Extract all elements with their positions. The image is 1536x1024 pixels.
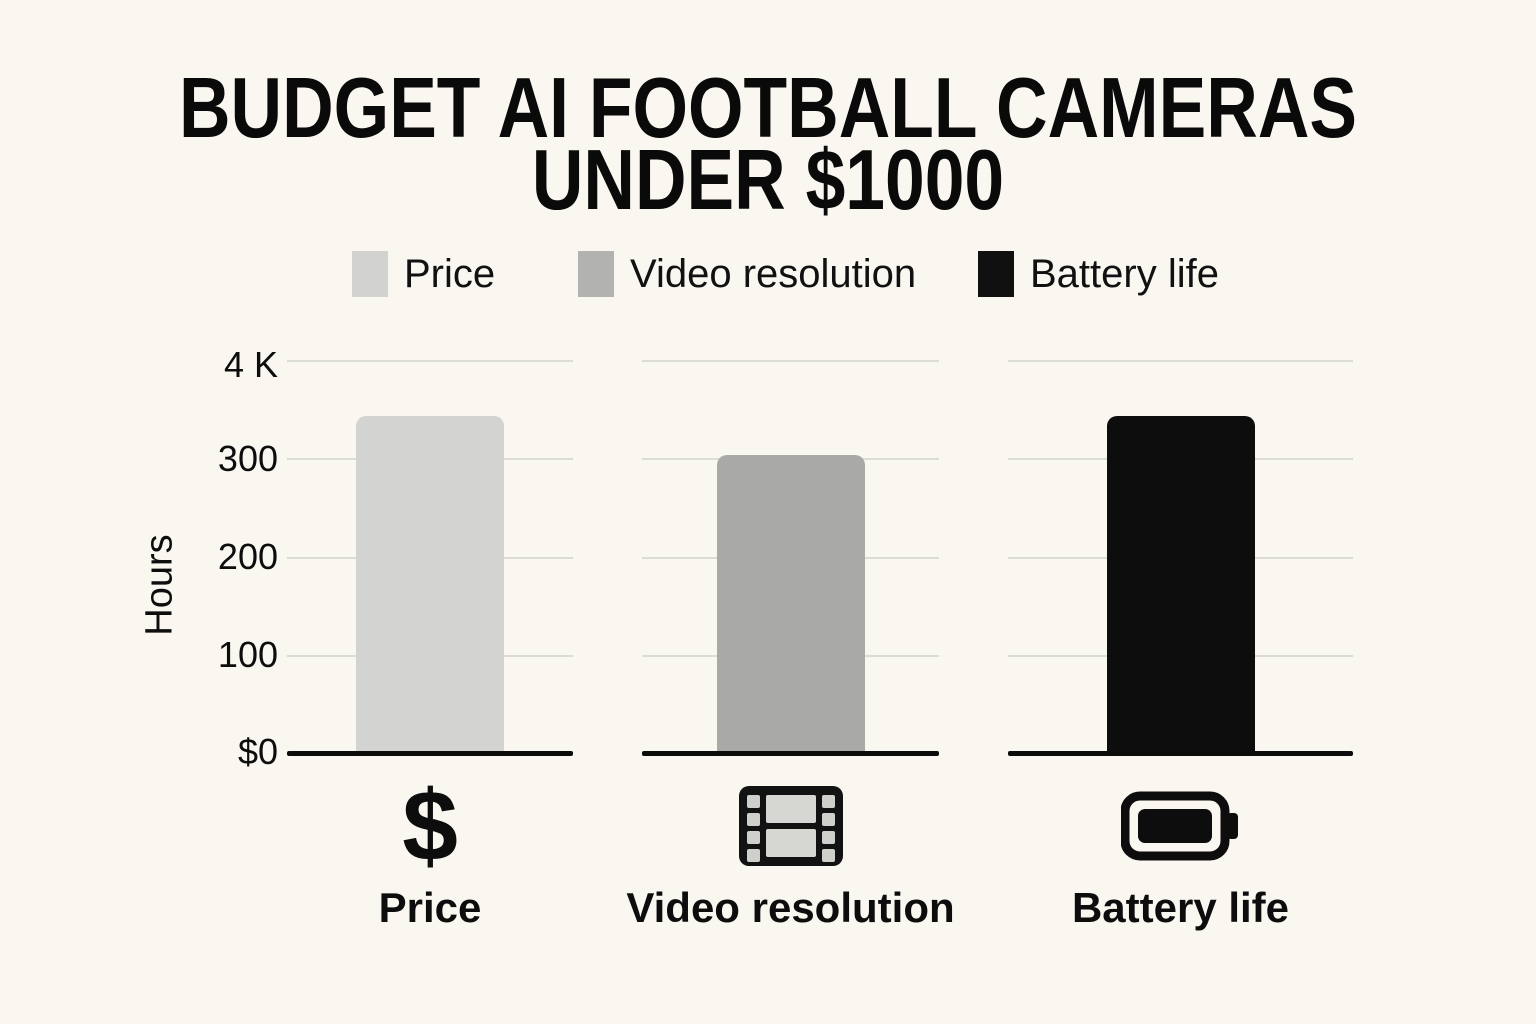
price-swatch-icon xyxy=(352,251,388,297)
category-price: $ Price xyxy=(287,770,573,948)
price-icon-slot: $ xyxy=(402,770,458,882)
battery-icon xyxy=(1120,791,1238,861)
video-resolution-bar xyxy=(716,455,865,751)
battery-life-icon-slot xyxy=(1120,778,1241,874)
film-icon xyxy=(738,786,843,866)
category-label-video-resolution: Video resolution xyxy=(626,884,955,931)
x-axis-baseline xyxy=(287,751,573,756)
panel-price xyxy=(287,360,573,756)
y-tick-300: 300 xyxy=(217,438,278,479)
video-resolution-swatch-icon xyxy=(578,251,614,297)
legend-label-video-resolution: Video resolution xyxy=(630,251,917,296)
category-battery-life: Battery life xyxy=(1008,778,1353,948)
legend-label-battery-life: Battery life xyxy=(1030,251,1219,296)
legend: Price Video resolution Battery life xyxy=(0,248,1536,300)
legend-label-price: Price xyxy=(404,251,496,296)
x-axis-baseline xyxy=(642,751,939,756)
panel-battery-life xyxy=(1008,360,1353,756)
dollar-icon: $ xyxy=(402,770,458,882)
legend-item-video-resolution: Video resolution xyxy=(578,248,916,300)
legend-item-price: Price xyxy=(352,248,495,300)
legend-item-battery-life: Battery life xyxy=(978,248,1219,300)
panel-video-resolution xyxy=(642,360,939,756)
category-label-battery-life: Battery life xyxy=(1071,884,1290,931)
category-label-price: Price xyxy=(378,884,482,931)
chart-title-line1: BUDGET AI FOOTBALL CAMERAS xyxy=(178,61,1358,156)
price-bar xyxy=(356,416,504,751)
y-tick-4k: 4 K xyxy=(223,344,278,385)
gridline xyxy=(642,360,939,362)
y-tick-0: $0 xyxy=(237,731,278,772)
gridline xyxy=(287,360,573,362)
x-axis-baseline xyxy=(1008,751,1353,756)
y-tick-200: 200 xyxy=(217,536,278,577)
video-resolution-icon-slot xyxy=(738,778,844,874)
battery-life-bar xyxy=(1106,416,1255,751)
battery-life-swatch-icon xyxy=(978,251,1014,297)
chart-title: BUDGET AI FOOTBALL CAMERAS UNDER $1000 xyxy=(123,61,1413,228)
gridline xyxy=(1008,360,1353,362)
chart-title-line2: UNDER $1000 xyxy=(531,133,1005,228)
y-tick-100: 100 xyxy=(217,634,278,675)
category-video-resolution: Video resolution xyxy=(626,778,955,948)
